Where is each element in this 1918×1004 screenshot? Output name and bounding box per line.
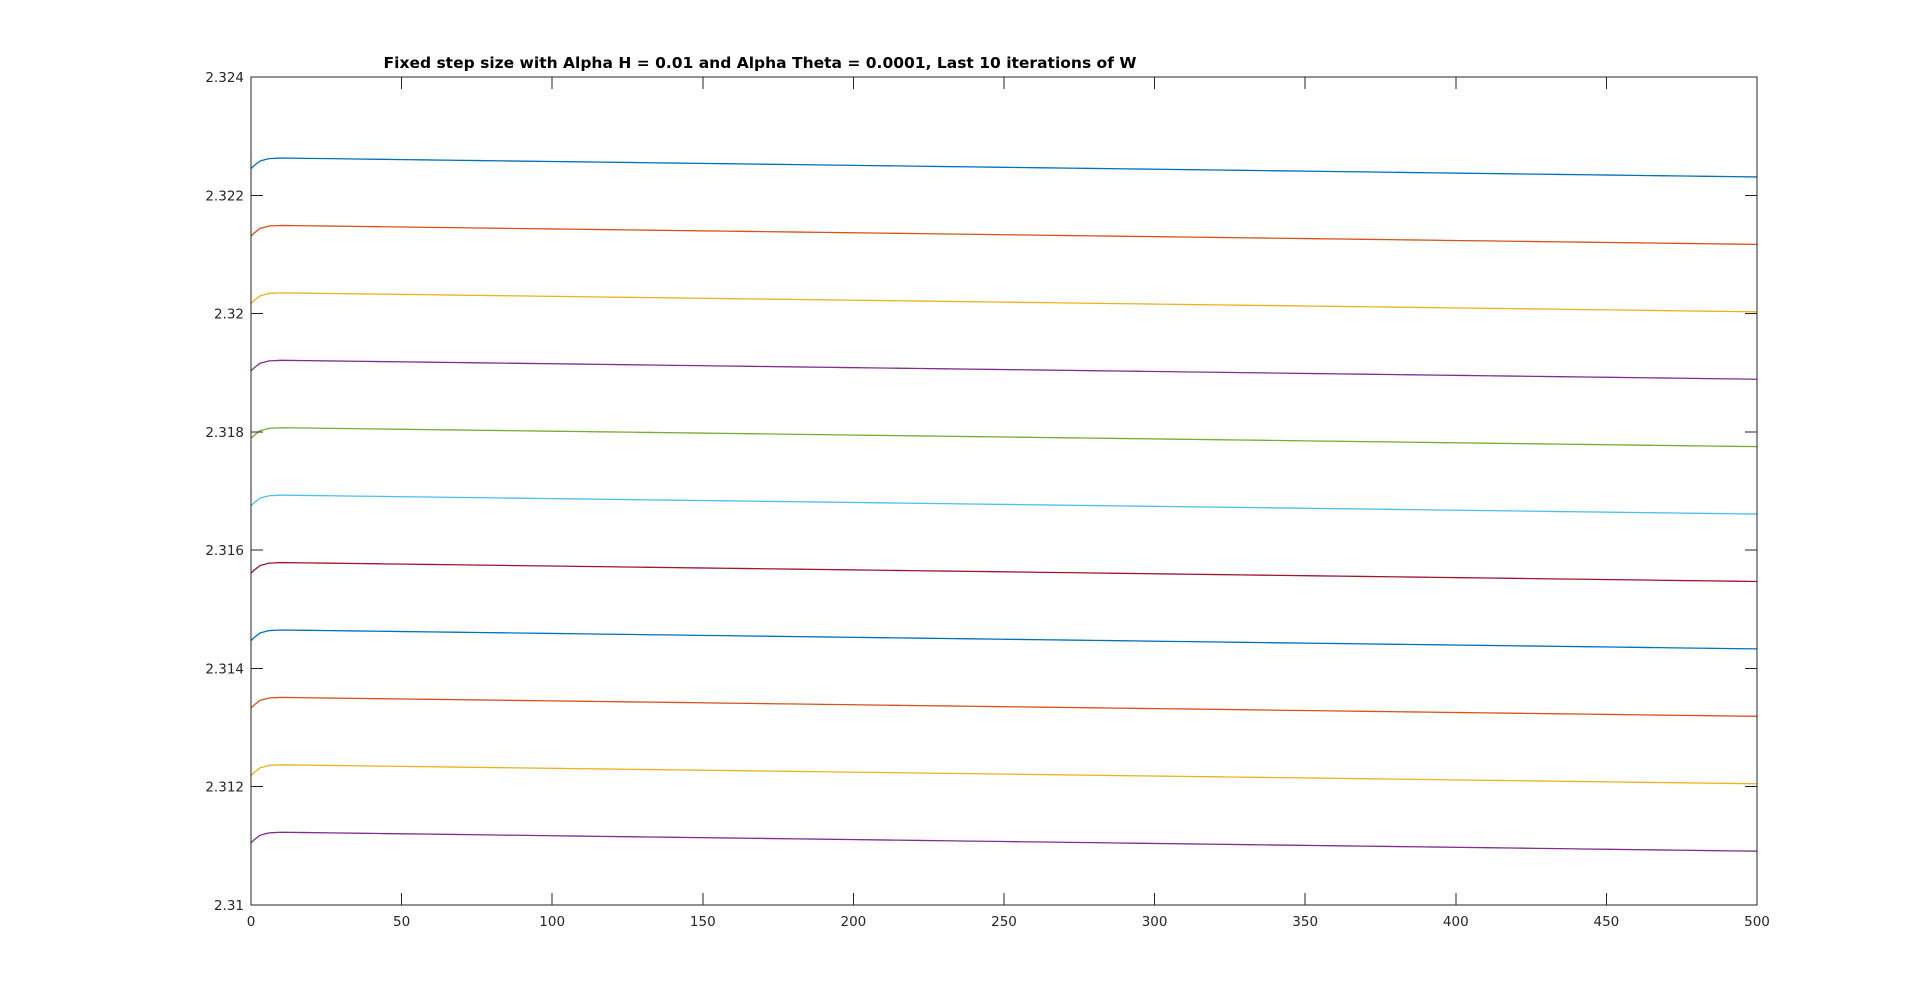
y-tick-label: 2.314 [205, 661, 244, 677]
y-tick-label: 2.316 [205, 543, 244, 559]
series-line-9 [250, 696, 1758, 717]
y-tick-label: 2.322 [205, 188, 244, 204]
chart-title: Fixed step size with Alpha H = 0.01 and … [384, 54, 1137, 72]
y-tick-label: 2.31 [214, 898, 244, 914]
series-line-7 [250, 561, 1758, 583]
x-tick-label: 500 [1744, 914, 1770, 930]
x-tick-label: 100 [539, 914, 565, 930]
series-line-5 [250, 427, 1758, 448]
ticks-layer: 0 50 100 150 200 250 300 350 400 450 500 2.31 2.312 2… [205, 70, 1770, 930]
x-tick-label: 150 [690, 914, 716, 930]
x-tick-label: 400 [1443, 914, 1469, 930]
x-tick-label: 300 [1142, 914, 1168, 930]
series-line-1 [250, 157, 1758, 178]
y-tick-label: 2.32 [214, 307, 244, 323]
x-tick-label: 450 [1594, 914, 1620, 930]
series-line-11 [250, 831, 1758, 852]
series-line-8 [250, 629, 1758, 650]
x-tick-label: 250 [991, 914, 1017, 930]
series-line-2 [250, 224, 1758, 246]
y-tick-label: 2.318 [205, 425, 244, 441]
y-tick-label: 2.324 [205, 70, 244, 86]
x-tick-label: 200 [841, 914, 867, 930]
series-line-6 [250, 494, 1758, 515]
series-line-4 [250, 359, 1758, 380]
x-tick-label: 50 [393, 914, 410, 930]
series-layer [250, 157, 1758, 852]
x-tick-label: 350 [1292, 914, 1318, 930]
series-line-3 [250, 292, 1758, 313]
x-tick-label: 0 [247, 914, 256, 930]
series-line-10 [250, 764, 1758, 785]
y-tick-label: 2.312 [205, 780, 244, 796]
